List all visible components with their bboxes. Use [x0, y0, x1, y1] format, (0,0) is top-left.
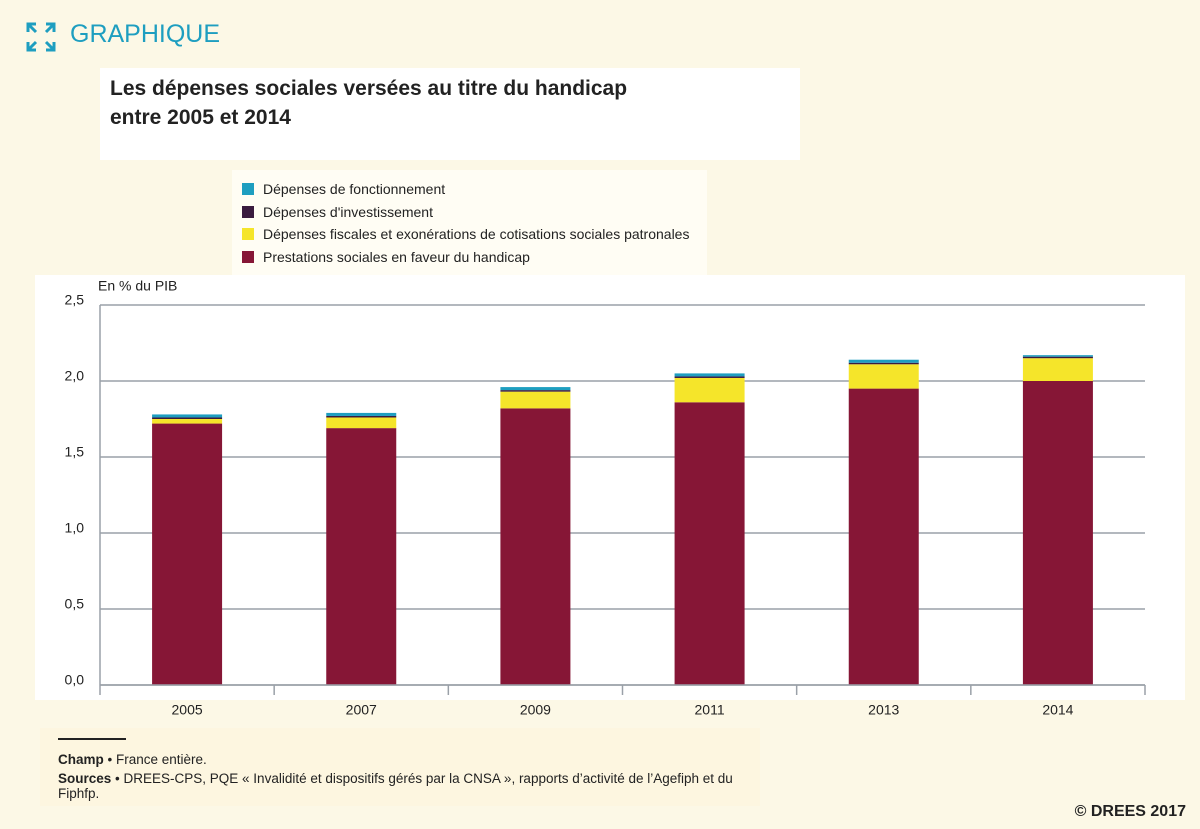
y-tick-label: 1,0 [65, 520, 85, 536]
plot-background [35, 275, 1185, 700]
bar-segment [500, 408, 571, 685]
rule [58, 738, 126, 740]
bar-segment [674, 377, 745, 403]
x-tick-label: 2011 [695, 702, 725, 718]
notes: Champ • France entière. Sources • DREES-… [40, 728, 760, 806]
legend-swatch [242, 228, 254, 241]
y-tick-label: 1,5 [65, 444, 85, 460]
bar-segment [848, 359, 919, 363]
y-tick-label: 0,0 [65, 672, 85, 688]
bar-segment [326, 428, 397, 685]
bar-segment [1022, 358, 1093, 381]
section-label: GRAPHIQUE [70, 20, 221, 48]
bar-segment [152, 419, 223, 424]
y-tick-label: 0,5 [65, 596, 85, 612]
bar-segment [326, 412, 397, 416]
title-line: entre 2005 et 2014 [110, 106, 291, 129]
bar-segment [848, 362, 919, 365]
bar-segment [500, 387, 571, 391]
legend-label: Dépenses de fonctionnement [263, 181, 446, 198]
bar-segment [152, 423, 223, 685]
x-tick-label: 2005 [172, 702, 203, 718]
x-tick-label: 2013 [868, 702, 899, 718]
legend: Dépenses de fonctionnement Dépenses d'inv… [232, 170, 707, 276]
legend-item: Dépenses de fonctionnement [242, 178, 697, 201]
bar-segment [152, 414, 223, 418]
bar-segment [674, 376, 745, 378]
legend-label: Dépenses fiscales et exonérations de cot… [263, 226, 690, 243]
bar-segment [500, 391, 571, 409]
y-axis-label: En % du PIB [98, 278, 177, 294]
chart: En % du PIB 0,0 0,5 1,0 1,5 2,0 2,5 2005 2007 20… [35, 275, 1185, 718]
sources-label: Sources [58, 771, 112, 786]
sources: Sources • DREES-CPS, PQE « Invalidité et… [58, 771, 742, 801]
bar-segment [1022, 356, 1093, 359]
title-line: Les dépenses sociales versées au titre d… [110, 77, 628, 100]
legend-label: Prestations sociales en faveur du handic… [263, 248, 530, 265]
bar-segment [326, 415, 397, 418]
legend-swatch [242, 183, 254, 196]
champ: Champ • France entière. [58, 752, 742, 767]
legend-swatch [242, 205, 254, 218]
bar-segment [152, 417, 223, 419]
bar-segment [1022, 381, 1093, 685]
y-tick-label: 2,0 [65, 368, 85, 384]
champ-text: • France entière. [107, 752, 207, 767]
y-tick-label: 2,5 [65, 292, 85, 308]
bar-segment [500, 390, 571, 392]
bar-segment [674, 402, 745, 685]
x-tick-label: 2009 [520, 702, 551, 718]
bar-segment [326, 417, 397, 429]
legend-item: Prestations sociales en faveur du handic… [242, 246, 697, 269]
legend-item: Dépenses d'investissement [242, 201, 697, 224]
sources-text: • DREES-CPS, PQE « Invalidité et disposi… [58, 771, 733, 801]
bar-segment [848, 388, 919, 685]
expand-icon [26, 22, 56, 52]
bar-segment [1022, 355, 1093, 357]
legend-label: Dépenses d'investissement [263, 203, 433, 220]
bar-segment [848, 364, 919, 389]
champ-label: Champ [58, 752, 104, 767]
chart-title: Les dépenses sociales versées au titre d… [100, 68, 800, 160]
bar-segment [674, 373, 745, 377]
legend-swatch [242, 250, 254, 263]
legend-item: Dépenses fiscales et exonérations de cot… [242, 223, 697, 246]
x-tick-label: 2014 [1042, 702, 1073, 718]
copyright: © DREES 2017 [1074, 803, 1186, 820]
x-tick-label: 2007 [346, 702, 377, 718]
